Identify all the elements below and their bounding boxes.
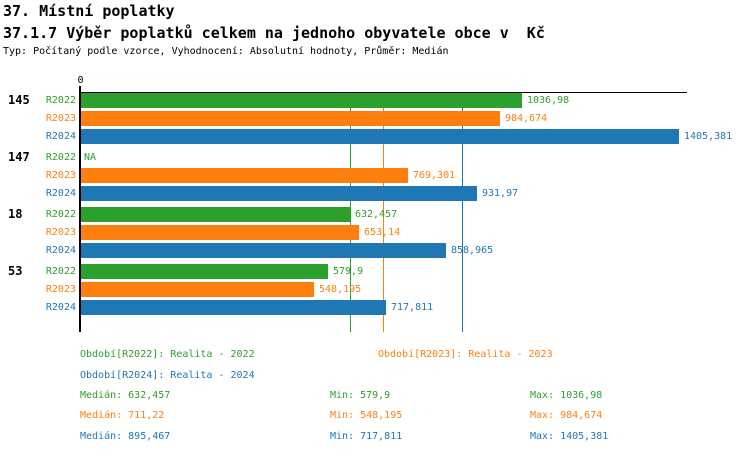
bar-value-label: 653,14 — [364, 227, 401, 238]
stat-max: Max: 984,674 — [530, 410, 603, 421]
stat-median: Medián: 895,467 — [80, 431, 171, 442]
series-row-label: R2023 — [45, 227, 76, 238]
bar-row: R2023 653,14 — [46, 225, 687, 240]
series-row-label: R2023 — [45, 170, 76, 181]
stat-median: Medián: 711,22 — [80, 410, 165, 421]
stat-min: Min: 579,9 — [330, 390, 391, 401]
stat-max: Max: 1405,381 — [530, 431, 609, 442]
bar-row: R2023 769,301 — [46, 168, 687, 183]
report-title: 37. Místní poplatky — [3, 2, 175, 20]
bar-chart-plot-area: R2022 145 1036,98 R2023 984,674 R2024 1405,381… — [8, 92, 732, 332]
axis-tick-label-zero: 0 — [77, 75, 84, 86]
axis-tick-mark — [79, 86, 81, 92]
bar-row: R2022 53 579,9 — [8, 264, 687, 279]
series-row-label: R2022 — [45, 95, 76, 106]
median-line-r2022 — [350, 93, 351, 332]
report-subtitle: 37.1.7 Výběr poplatků celkem na jednoho … — [3, 24, 545, 42]
bar-row: R2024 1405,381 — [46, 129, 732, 144]
bar — [81, 243, 446, 258]
series-row-label: R2023 — [45, 284, 76, 295]
bar-row: R2022 147 NA — [8, 150, 687, 165]
bar — [81, 186, 477, 201]
series-row-label: R2024 — [45, 131, 76, 142]
bar-value-label: 1036,98 — [527, 95, 570, 106]
bar-value-label: 717,811 — [391, 302, 434, 313]
stat-median: Medián: 632,457 — [80, 390, 171, 401]
stat-min: Min: 548,195 — [330, 410, 403, 421]
bar-row: R2023 548,195 — [46, 282, 687, 297]
na-label: NA — [84, 152, 97, 163]
median-line-r2024 — [462, 93, 463, 332]
bar-value-label: 1405,381 — [684, 131, 733, 142]
stat-max: Max: 1036,98 — [530, 390, 603, 401]
legend-item: Období[R2024]: Realita - 2024 — [80, 370, 255, 381]
group-label: 53 — [8, 264, 23, 278]
bar-group-147: R2022 147 NA R2023 769,301 R2024 931,97 — [8, 150, 687, 201]
legend-item: Období[R2022]: Realita - 2022 — [80, 349, 255, 360]
series-row-label: R2022 — [45, 266, 76, 277]
group-label: 147 — [8, 150, 30, 164]
bar-value-label: 632,457 — [355, 209, 398, 220]
bar — [81, 129, 679, 144]
stat-min: Min: 717,811 — [330, 431, 403, 442]
series-row-label: R2022 — [45, 209, 76, 220]
bar — [81, 282, 314, 297]
bar — [81, 93, 522, 108]
bar-group-18: R2022 18 632,457 R2023 653,14 R2024 858,965 — [8, 207, 687, 258]
bar-value-label: 858,965 — [451, 245, 494, 256]
bar-value-label: 579,9 — [333, 266, 364, 277]
legend-item: Období[R2023]: Realita - 2023 — [378, 349, 553, 360]
bar-value-label: 984,674 — [505, 113, 548, 124]
bar — [81, 168, 408, 183]
group-label: 18 — [8, 207, 23, 221]
series-row-label: R2022 — [45, 152, 76, 163]
series-row-label: R2024 — [45, 188, 76, 199]
bar-row: R2024 717,811 — [46, 300, 687, 315]
bar — [81, 207, 350, 222]
bar-value-label: 548,195 — [319, 284, 362, 295]
bar — [81, 300, 386, 315]
bar-row: R2023 984,674 — [46, 111, 687, 126]
bar — [81, 111, 500, 126]
bar-value-label: 931,97 — [482, 188, 519, 199]
bar-group-53: R2022 53 579,9 R2023 548,195 R2024 717,811 — [8, 264, 687, 315]
bar-value-label: 769,301 — [413, 170, 456, 181]
series-row-label: R2024 — [45, 302, 76, 313]
bar-row: R2024 931,97 — [46, 186, 687, 201]
median-line-r2023 — [383, 93, 384, 332]
series-row-label: R2023 — [45, 113, 76, 124]
bar-row: R2022 145 1036,98 — [8, 93, 687, 108]
report-meta: Typ: Počítaný podle vzorce, Vyhodnocení:… — [3, 46, 449, 57]
bar-group-145: R2022 145 1036,98 R2023 984,674 R2024 1405,381 — [8, 93, 732, 144]
bar — [81, 264, 328, 279]
bar-row: R2024 858,965 — [46, 243, 687, 258]
bar-row: R2022 18 632,457 — [8, 207, 687, 222]
bar — [81, 225, 359, 240]
series-row-label: R2024 — [45, 245, 76, 256]
group-label: 145 — [8, 93, 30, 107]
